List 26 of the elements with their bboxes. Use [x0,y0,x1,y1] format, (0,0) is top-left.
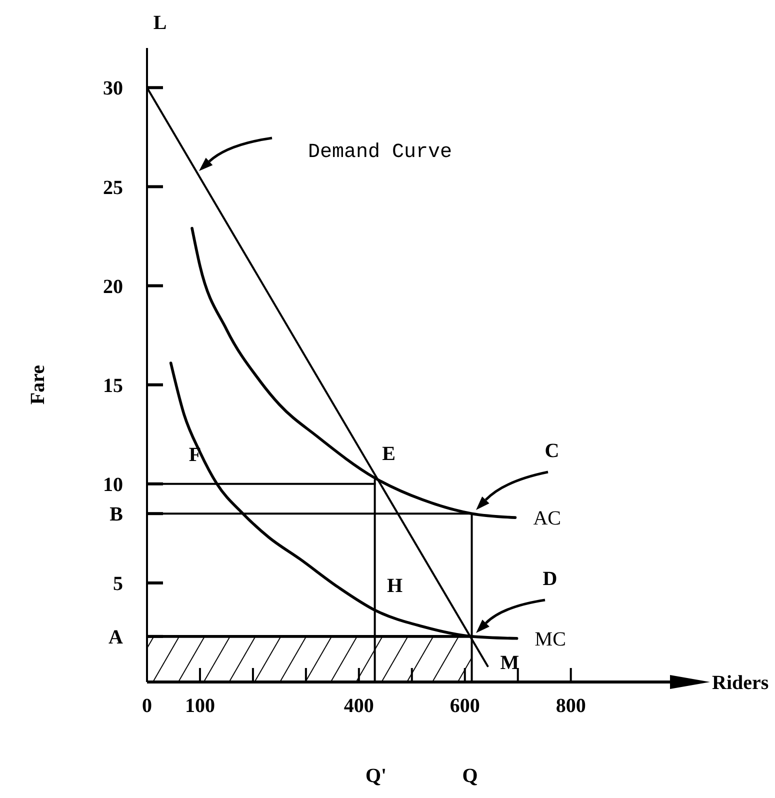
y-axis-title: Fare [27,364,50,405]
annotation: E [382,442,396,465]
x-tick-label: 800 [556,695,586,718]
y-tick-label: 25 [103,176,123,199]
text: Q' [365,765,387,787]
x-tick-label: 400 [344,695,374,718]
legend-label: MC [534,628,566,650]
annotation: C [544,440,560,462]
annotation: Demand Curve [308,141,452,164]
x-tick-label: 600 [450,695,480,718]
y-tick-label: 30 [103,78,123,100]
legend-label: AC [533,508,562,530]
y-tick-label: A [108,626,124,649]
x-axis-title: Riders [712,672,769,694]
annotation: H [387,574,404,597]
y-tick-label: 10 [103,474,123,496]
x-tick-label: 100 [184,695,215,718]
y-tick-label: 5 [113,573,123,596]
text: L [153,12,167,34]
y-tick-label: 20 [103,276,123,298]
y-tick-label: 15 [103,374,123,397]
text: Q [462,765,478,787]
x-tick-label: 0 [142,695,152,718]
y-tick-label: B [110,504,123,526]
annotation: D [542,568,558,590]
annotation: M [500,652,520,674]
